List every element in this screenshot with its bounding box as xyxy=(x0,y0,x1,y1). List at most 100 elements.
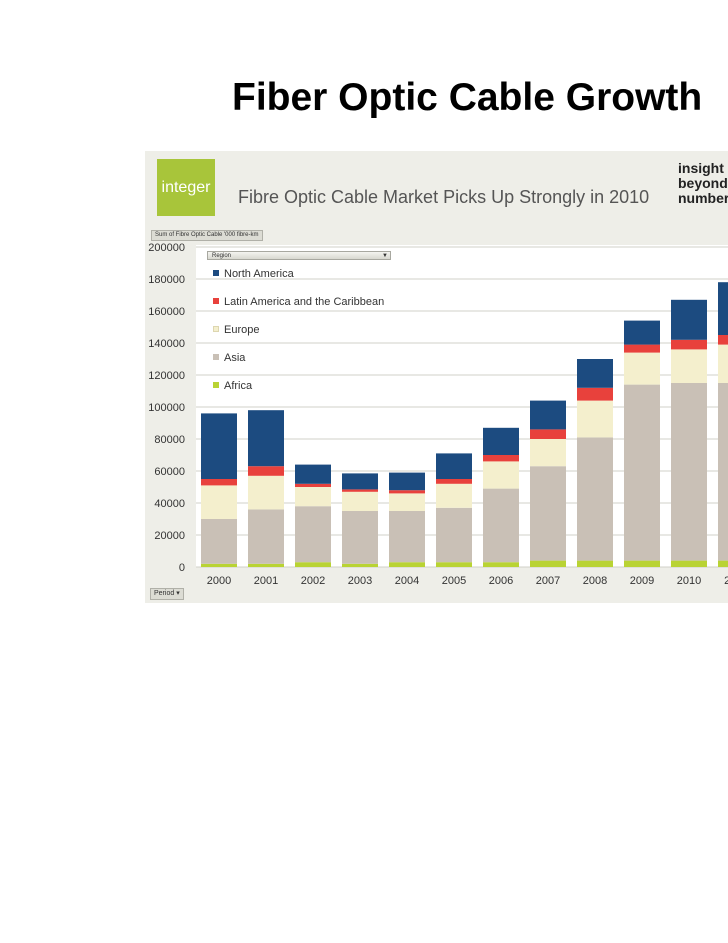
x-tick-label: 2009 xyxy=(630,575,654,587)
legend-swatch-latin-america xyxy=(213,298,219,305)
bar-segment-north-america-2007 xyxy=(530,400,566,430)
bar-segment-asia-2002 xyxy=(295,506,331,563)
y-tick-label: 0 xyxy=(179,562,185,574)
filter-icon: ▾ xyxy=(176,590,180,597)
legend-item-africa: Africa xyxy=(213,380,252,392)
bar-segment-asia-2008 xyxy=(577,437,613,561)
bar-segment-latin-america-and-the-caribbean-2008 xyxy=(577,387,613,401)
x-tick-label: 2006 xyxy=(489,575,513,587)
bar-segment-europe-2011 xyxy=(718,344,728,383)
legend-swatch-asia xyxy=(213,354,219,361)
bar-segment-asia-2010 xyxy=(671,383,707,561)
legend-label-latin-america: Latin America and the Caribbean xyxy=(224,296,385,308)
bar-segment-asia-2006 xyxy=(483,488,519,563)
x-tick-label: 2007 xyxy=(536,575,560,587)
bar-segment-latin-america-and-the-caribbean-2007 xyxy=(530,429,566,439)
bar-segment-africa-2011 xyxy=(718,560,728,567)
tagline-line-1: insight xyxy=(678,160,724,176)
region-filter-label: Region xyxy=(212,253,232,259)
bar-segment-north-america-2010 xyxy=(671,299,707,340)
bar-segment-latin-america-and-the-caribbean-2003 xyxy=(342,489,378,492)
chart-heading: Fibre Optic Cable Market Picks Up Strong… xyxy=(238,187,650,207)
bar-segment-north-america-2009 xyxy=(624,320,660,345)
bar-segment-europe-2002 xyxy=(295,487,331,507)
tagline: insight beyond numbers xyxy=(678,161,728,206)
bar-segment-latin-america-and-the-caribbean-2011 xyxy=(718,335,728,345)
legend-label-asia: Asia xyxy=(224,352,246,364)
bar-segment-latin-america-and-the-caribbean-2000 xyxy=(201,479,237,486)
y-tick-label: 40000 xyxy=(154,498,185,510)
chart-panel: integer Fibre Optic Cable Market Picks U… xyxy=(145,151,728,603)
bar-segment-asia-2011 xyxy=(718,383,728,561)
bar-segment-africa-2007 xyxy=(530,560,566,567)
bar-segment-north-america-2008 xyxy=(577,359,613,388)
bar-segment-africa-2004 xyxy=(389,562,425,567)
legend-label-africa: Africa xyxy=(224,380,253,392)
y-tick-label: 160000 xyxy=(148,306,185,318)
bar-segment-north-america-2011 xyxy=(718,282,728,335)
bar-segment-europe-2004 xyxy=(389,493,425,511)
legend-item-europe: Europe xyxy=(213,324,259,336)
bar-segment-africa-2000 xyxy=(201,563,237,567)
bar-segment-europe-2009 xyxy=(624,352,660,385)
bar-segment-africa-2008 xyxy=(577,560,613,567)
integer-logo: integer xyxy=(157,159,215,216)
bar-segment-north-america-2000 xyxy=(201,413,237,479)
bar-segment-asia-2004 xyxy=(389,511,425,563)
region-filter-dropdown[interactable]: Region ▼ xyxy=(207,251,391,260)
bar-segment-latin-america-and-the-caribbean-2006 xyxy=(483,455,519,462)
stacked-bar-chart: 0 20000 40000 60000 80000 100000 120000 140000 1… xyxy=(148,242,728,587)
bar-segment-north-america-2003 xyxy=(342,473,378,490)
bar-segment-europe-2005 xyxy=(436,483,472,508)
bar-segment-europe-2007 xyxy=(530,439,566,467)
legend-item-north-america: North America xyxy=(213,268,294,280)
y-tick-label: 20000 xyxy=(154,530,185,542)
x-tick-label: 2000 xyxy=(207,575,231,587)
x-tick-label: 2004 xyxy=(395,575,419,587)
bar-segment-asia-2000 xyxy=(201,519,237,564)
y-tick-label: 100000 xyxy=(148,402,185,414)
bar-segment-latin-america-and-the-caribbean-2004 xyxy=(389,490,425,494)
bar-segment-europe-2001 xyxy=(248,475,284,510)
legend-swatch-africa xyxy=(213,382,219,389)
value-field-button[interactable]: Sum of Fibre Optic Cable '000 fibre-km xyxy=(151,230,263,241)
tagline-line-2: beyond xyxy=(678,175,728,191)
chevron-down-icon: ▼ xyxy=(382,253,388,259)
bar-segment-north-america-2004 xyxy=(389,472,425,491)
bar-segment-africa-2010 xyxy=(671,560,707,567)
y-tick-label: 140000 xyxy=(148,338,185,350)
y-tick-label: 60000 xyxy=(154,466,185,478)
legend-item-latin-america: Latin America and the Caribbean xyxy=(213,296,384,308)
x-tick-label: 2005 xyxy=(442,575,466,587)
bar-segment-europe-2000 xyxy=(201,485,237,519)
y-tick-label: 200000 xyxy=(148,242,185,254)
bar-segment-africa-2001 xyxy=(248,563,284,567)
bar-segment-north-america-2002 xyxy=(295,464,331,484)
bar-segment-africa-2009 xyxy=(624,560,660,567)
period-filter-button[interactable]: Period ▾ xyxy=(150,588,184,600)
bar-segment-north-america-2005 xyxy=(436,453,472,479)
legend-swatch-north-america xyxy=(213,270,219,277)
bar-segment-asia-2003 xyxy=(342,511,378,564)
slide-title: Fiber Optic Cable Growth xyxy=(232,76,703,119)
x-tick-label: 2003 xyxy=(348,575,372,587)
x-tick-label: 2001 xyxy=(254,575,278,587)
x-tick-label: 2010 xyxy=(677,575,701,587)
bar-segment-latin-america-and-the-caribbean-2005 xyxy=(436,479,472,484)
legend-label-europe: Europe xyxy=(224,324,260,336)
legend-label-north-america: North America xyxy=(224,268,294,280)
tagline-line-3: numbers xyxy=(678,190,728,206)
bar-segment-north-america-2006 xyxy=(483,427,519,455)
bar-segment-europe-2010 xyxy=(671,349,707,383)
bar-segment-asia-2009 xyxy=(624,384,660,561)
bar-segment-africa-2005 xyxy=(436,562,472,567)
bar-segment-africa-2006 xyxy=(483,562,519,567)
bar-segment-latin-america-and-the-caribbean-2009 xyxy=(624,344,660,353)
y-tick-label: 180000 xyxy=(148,274,185,286)
bar-segment-north-america-2001 xyxy=(248,410,284,467)
bar-segment-asia-2005 xyxy=(436,507,472,563)
y-tick-label: 80000 xyxy=(154,434,185,446)
bar-segment-asia-2001 xyxy=(248,509,284,564)
bar-segment-latin-america-and-the-caribbean-2002 xyxy=(295,483,331,487)
logo-text: integer xyxy=(161,178,211,196)
